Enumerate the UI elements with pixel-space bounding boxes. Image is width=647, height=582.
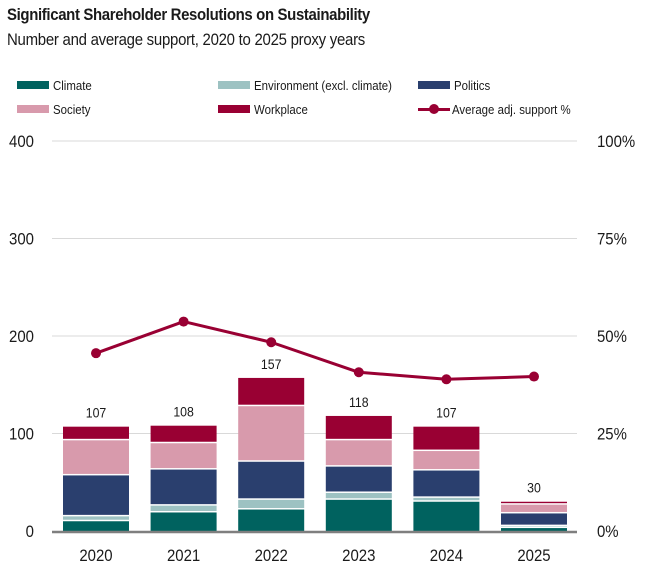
bar-total-label: 30 (527, 480, 541, 496)
bar-segment-politics (150, 469, 217, 505)
bar-segment-environment (150, 505, 217, 511)
bar-total-label: 118 (349, 394, 369, 410)
bar-segment-climate (325, 499, 392, 531)
y-tick-label: 400 (9, 133, 34, 151)
bar-segment-society (238, 406, 305, 461)
legend-label: Average adj. support % (452, 101, 571, 117)
y2-tick-label: 0% (597, 523, 619, 541)
bar-segment-environment (325, 492, 392, 499)
legend-item-society: Society (17, 101, 96, 117)
support-line (95, 320, 535, 381)
y-tick-label: 200 (9, 328, 34, 346)
legend-item-environment: Environment (excl. climate) (218, 77, 411, 93)
support-point (178, 316, 189, 327)
bar-total-label: 107 (436, 405, 457, 421)
legend-label: Politics (454, 77, 491, 93)
bar-segment-workplace (501, 501, 567, 504)
legend-label: Society (53, 101, 91, 117)
legend-swatch-workplace (218, 105, 250, 113)
support-point (441, 374, 452, 385)
bar-segment-politics (325, 466, 392, 492)
legend-swatch-society (17, 105, 49, 113)
bar-segment-climate (150, 512, 217, 531)
legend-item-workplace: Workplace (218, 101, 315, 117)
bar-segment-workplace (150, 425, 217, 442)
bar-segment-environment (413, 497, 480, 501)
bar-segment-workplace (413, 426, 480, 450)
bar-segment-politics (413, 470, 480, 497)
legend-label: Workplace (254, 101, 308, 117)
y-tick-label: 0 (26, 523, 34, 541)
y2-tick-label: 25% (597, 426, 627, 444)
y-tick-label: 100 (9, 426, 34, 444)
y2-tick-label: 50% (597, 328, 627, 346)
bar-segment-climate (63, 521, 129, 531)
legend-item-politics: Politics (418, 77, 495, 93)
legend-item-climate: Climate (17, 77, 97, 93)
legend-label: Climate (53, 77, 92, 93)
x-tick-label: 2022 (255, 547, 288, 565)
bar-total-label: 107 (86, 405, 107, 421)
bar-segment-politics (501, 513, 567, 525)
x-tick-label: 2023 (342, 547, 375, 565)
bar-total-label: 157 (261, 356, 282, 372)
bar-segment-workplace (63, 426, 129, 439)
bar-segment-society (325, 440, 392, 466)
y-tick-label: 300 (9, 231, 34, 249)
legend-item-average-support: Average adj. support % (418, 101, 587, 117)
bar-segment-environment (238, 499, 305, 509)
chart-subtitle: Number and average support, 2020 to 2025… (7, 30, 366, 49)
bar-segment-workplace (325, 415, 392, 439)
bar-segment-politics (238, 461, 305, 499)
y2-tick-label: 100% (597, 133, 635, 151)
y2-tick-label: 75% (597, 231, 627, 249)
x-tick-label: 2020 (79, 547, 112, 565)
legend-label: Environment (excl. climate) (254, 77, 392, 93)
legend-line-marker-icon (418, 104, 450, 114)
bar-segment-climate (501, 528, 567, 531)
x-tick-label: 2021 (167, 547, 200, 565)
x-tick-label: 2024 (430, 547, 463, 565)
legend-swatch-politics (418, 81, 450, 89)
x-tick-label: 2025 (517, 547, 550, 565)
legend-swatch-environment (218, 81, 250, 89)
bar-segment-politics (63, 475, 129, 515)
bar-segment-environment (63, 516, 129, 520)
bar-segment-society (150, 443, 217, 469)
bar-segment-workplace (238, 377, 305, 405)
bar-segment-society (63, 440, 129, 474)
bar-segment-climate (238, 509, 305, 531)
bar-total-label: 108 (173, 404, 194, 420)
chart-title: Significant Shareholder Resolutions on S… (7, 5, 370, 24)
support-point (529, 371, 539, 382)
support-point (353, 367, 364, 378)
support-point (266, 337, 277, 348)
support-point (91, 348, 101, 359)
legend-swatch-climate (17, 81, 49, 89)
bar-segment-climate (413, 501, 480, 531)
bar-segment-society (413, 451, 480, 470)
bar-segment-society (501, 504, 567, 512)
